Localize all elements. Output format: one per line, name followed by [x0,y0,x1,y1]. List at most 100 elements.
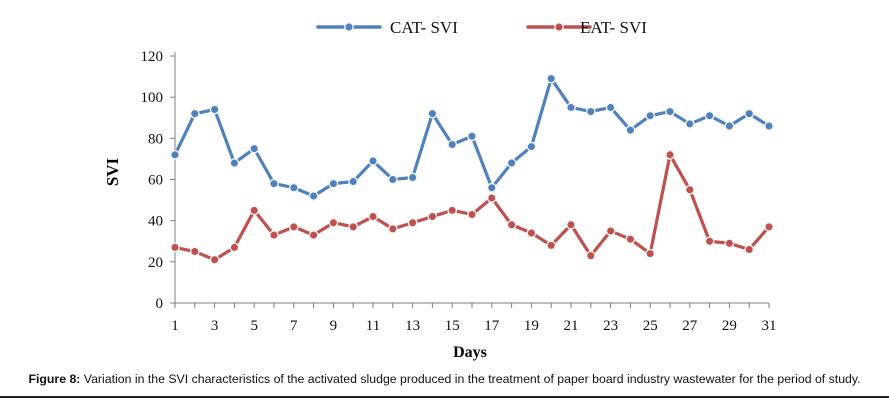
y-tick-label: 100 [141,90,164,106]
y-tick-label: 20 [148,255,163,271]
data-point [447,205,458,216]
x-tick-label: 17 [484,318,500,334]
x-tick-label: 23 [603,318,618,334]
data-point [645,110,656,121]
data-point [625,234,636,245]
y-tick-label: 80 [148,131,163,147]
data-point [170,242,180,253]
data-point [467,209,477,220]
x-tick-label: 11 [366,318,380,334]
y-axis-label: SVI [103,157,122,186]
data-point [387,223,398,234]
data-point [288,221,299,232]
data-point [506,219,517,230]
data-point [209,104,220,115]
data-point [744,108,755,119]
data-point [645,248,656,259]
bottom-divider [0,396,889,398]
series-line [173,153,771,262]
data-point [486,182,497,193]
data-point [328,178,339,189]
legend-label: CAT- SVI [390,18,458,37]
data-point [526,228,537,238]
data-point [189,108,200,119]
data-point [605,226,616,236]
data-point [427,108,438,119]
data-point [348,176,359,187]
data-point [704,110,715,121]
data-point [249,205,260,216]
x-tick-label: 7 [290,318,298,334]
data-point [486,193,497,203]
data-point [407,217,418,228]
data-point [368,211,378,222]
data-point [665,149,675,160]
x-tick-label: 1 [171,318,179,334]
x-tick-label: 29 [722,318,737,334]
chart-series [170,73,774,265]
series-cat-svi [170,73,774,201]
data-point [348,221,359,232]
x-tick-label: 3 [211,318,219,334]
x-axis-label: Days [453,344,487,361]
data-point [625,125,636,136]
x-tick-label: 31 [762,318,777,334]
data-point [288,182,299,193]
chart-legend: CAT- SVI EAT- SVI [316,18,647,37]
data-point [269,230,279,240]
x-tick-label: 13 [405,318,420,334]
data-point [684,184,695,195]
legend-label: EAT- SVI [580,18,647,37]
data-point [170,149,180,160]
data-point [585,250,596,261]
x-tick-label: 25 [643,318,658,334]
data-point [407,172,418,183]
data-point [328,217,339,228]
data-point [269,178,279,189]
legend-swatch-marker [554,22,564,32]
data-point [447,139,458,150]
data-point [724,238,735,249]
data-point [209,254,220,265]
x-tick-label: 5 [250,318,258,334]
figure-caption-label: Figure 8: [28,372,81,386]
x-tick-label: 27 [682,318,698,334]
data-point [605,102,616,113]
data-point [229,158,240,168]
data-point [427,211,438,222]
data-point [724,121,735,131]
legend-swatch-marker [344,22,354,32]
data-point [229,242,240,253]
x-tick-label: 19 [524,318,539,334]
data-point [704,236,715,247]
y-tick-label: 60 [148,173,163,189]
y-tick-label: 120 [141,49,164,65]
data-point [189,246,200,257]
figure-caption-text: Variation in the SVI characteristics of … [80,372,861,386]
data-point [684,119,695,129]
series-eat-svi [170,149,774,265]
x-tick-label: 9 [330,318,338,334]
data-point [744,244,755,255]
data-point [368,156,378,166]
data-point [526,141,537,152]
data-point [585,106,596,117]
data-point [764,221,774,232]
data-point [566,219,576,230]
data-point [546,73,557,84]
x-tick-label: 15 [445,318,460,334]
data-point [546,240,557,251]
data-point [387,174,398,185]
data-point [764,121,774,131]
data-point [506,158,517,168]
data-point [665,106,675,117]
data-point [249,143,260,154]
figure-caption: Figure 8: Variation in the SVI character… [0,372,889,386]
x-tick-label: 21 [564,318,579,334]
data-point [566,102,576,113]
y-tick-label: 40 [148,214,163,230]
data-point [467,131,477,142]
y-tick-label: 0 [156,296,164,312]
